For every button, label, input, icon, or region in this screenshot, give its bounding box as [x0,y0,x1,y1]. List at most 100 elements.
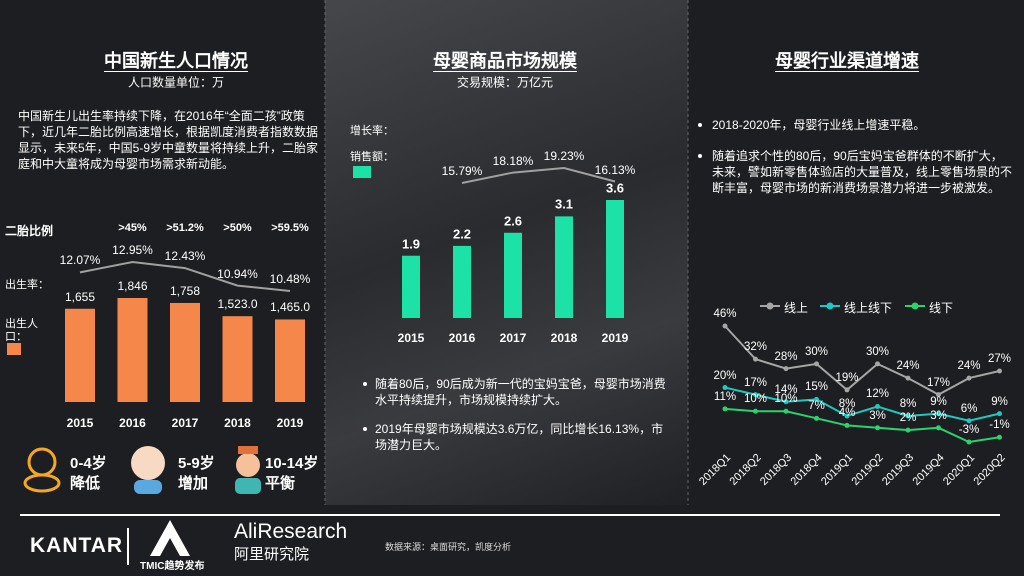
bar-value-label: 2.2 [452,226,472,242]
aliresearch-logo: AliResearch [234,520,348,543]
bar-value-label: 2.6 [503,213,523,229]
point [966,418,972,424]
point-label: 10% [774,393,798,406]
bar-value-label: 1,758 [169,283,201,298]
legend-marker [826,302,834,310]
point-label: 11% [713,390,737,403]
x-tick-label: 2019Q4 [911,452,947,488]
point [844,422,850,428]
point-label: 8% [899,397,917,410]
point [753,356,758,362]
icon-child [134,480,162,494]
line-value-label: 12.07% [59,253,101,268]
x-tick-label: 2019 [601,331,629,345]
ratio-value: >50% [223,222,252,234]
point [905,413,911,419]
tmic-logo-mark [150,520,190,556]
point [783,408,789,414]
legend-label: 出生率： [5,279,49,291]
legend-swatch [7,343,21,355]
point [722,323,728,329]
ratio-label: 二胎比例 [5,224,54,238]
bar [222,316,253,402]
trend-label: 降低 [70,475,101,492]
point [844,387,850,393]
point-label: 15% [804,381,829,394]
legend-label: 线上 [784,301,809,315]
point [966,375,972,381]
x-tick-label: 2017 [499,331,527,345]
point [966,439,972,445]
x-tick-label: 2019Q3 [880,452,916,488]
age-label: 10-14岁 [265,455,319,472]
point-label: 30% [865,345,890,358]
chart-subtitle: 交易规模：万亿元 [456,75,554,90]
point [814,415,819,421]
x-tick-label: 2018Q2 [728,452,764,488]
bullet-text: 2018-2020年，母婴行业线上增速平稳。 [712,118,926,132]
x-tick-label: 2018Q3 [758,452,794,488]
x-tick-label: 2016 [119,416,146,430]
bar [555,216,573,318]
point-label: 10% [743,393,768,406]
x-tick-label: 2015 [397,331,425,345]
point [722,406,728,412]
rate-line [461,166,616,184]
x-tick-label: 2019Q1 [819,452,855,488]
bar-value-label: 1,655 [64,289,96,304]
line-value-label: 18.18% [492,153,534,168]
point-label: 17% [743,376,768,389]
point [753,408,758,414]
bar [65,308,95,402]
point-label: 30% [804,345,829,358]
tmic-logo: TMIC趋势发布 [140,561,205,572]
chart-subtitle: 人口数量单位：万 [127,75,225,90]
ratio-value: >51.2% [166,222,204,234]
point-label: 46% [713,308,737,320]
ratio-value: >59.5% [271,222,309,234]
bullet-text: 随着追求个性的80后，90后宝妈宝爸群体的不断扩大，未来，譬如新零售体验店的大量… [712,149,1013,195]
point [936,392,941,398]
point [753,392,758,398]
icon-baby [27,447,57,477]
point [997,368,1002,374]
bar-value-label: 1.9 [401,236,421,252]
line-value-label: 16.13% [594,162,636,177]
bar [504,232,522,318]
point-label: 6% [960,402,978,415]
point [905,375,911,381]
legend-marker [766,302,774,310]
point-label: 4% [838,407,856,420]
icon-teen [236,453,260,477]
series-line [724,386,1000,422]
point [844,413,850,419]
bullet-dot [698,123,702,127]
legend-swatch [353,166,371,178]
point [783,366,789,372]
x-tick-label: 2019Q2 [850,452,886,488]
legend-label: 销售额： [350,151,394,163]
trend-label: 平衡 [265,475,296,492]
x-tick-label: 2018Q1 [697,452,733,488]
point-label: 20% [713,369,737,382]
point-label: 19% [835,371,859,384]
bullet-text: 随着80后，90后成为新一代的宝妈宝爸，母婴市场消费水平持续提升，市场规模持续扩… [375,377,666,407]
point-label: 9% [930,395,947,408]
point [905,427,911,433]
x-tick-label: 2020Q1 [941,452,977,488]
bar [275,319,305,402]
point-label: 9% [991,395,1008,408]
series-line [724,407,1000,444]
bullet-dot [698,154,702,158]
age-label: 0-4岁 [70,455,107,472]
legend-label: 线上线下 [844,301,893,315]
point-label: 28% [774,350,798,363]
point-label: 14% [774,383,798,396]
bar [117,298,148,402]
kantar-logo: KANTAR [30,534,124,557]
legend-label: 增长率： [350,125,394,137]
point-label: 17% [926,376,951,389]
ali-cn-logo: 阿里研究院 [234,546,310,563]
point [783,399,789,405]
